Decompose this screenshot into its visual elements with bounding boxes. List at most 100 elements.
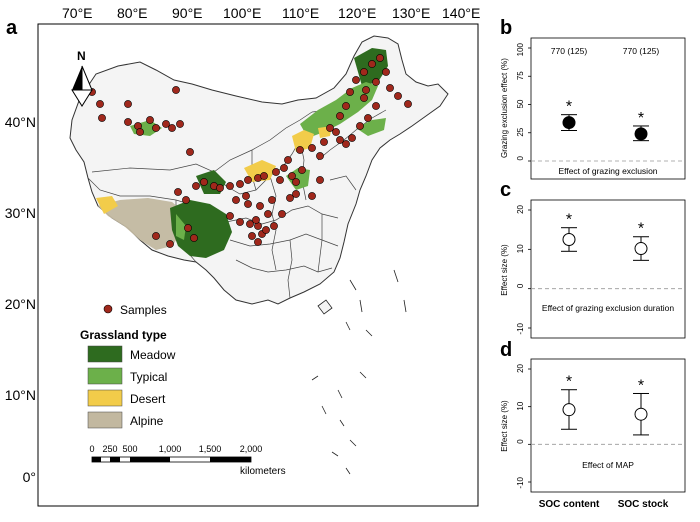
sample-point <box>288 172 296 180</box>
legend-label-desert: Desert <box>130 392 166 406</box>
sample-point <box>326 124 334 132</box>
scale-tick-500: 500 <box>122 444 137 454</box>
sample-point <box>352 76 360 84</box>
scale-unit: kilometers <box>240 466 286 477</box>
sample-point <box>244 200 252 208</box>
north-label: N <box>77 49 86 63</box>
legend-label-meadow: Meadow <box>130 348 176 362</box>
y-tick-label: 20 <box>516 363 525 372</box>
sample-point <box>176 120 184 128</box>
sample-point <box>336 112 344 120</box>
panel-label-d: d <box>500 339 512 361</box>
panel-d-title: Effect of MAP <box>582 460 634 470</box>
legend-swatch-alpine <box>87 411 123 429</box>
y-tick-label: 50 <box>516 99 525 108</box>
panel-c-title: Effect of grazing exclusion duration <box>542 303 674 313</box>
sample-point <box>372 78 380 86</box>
sample-point <box>284 156 292 164</box>
sample-points <box>88 54 412 248</box>
y-tick-label: 20 <box>516 204 525 213</box>
sample-point <box>248 232 256 240</box>
legend-label-typical: Typical <box>130 370 167 384</box>
panel-b-n-content: 770 (125) <box>551 46 588 56</box>
y-tick-label: -10 <box>516 322 525 334</box>
legend-swatch-meadow <box>87 345 123 363</box>
sample-point <box>236 180 244 188</box>
legend-swatch-typical <box>87 367 123 385</box>
panel-label-c: c <box>500 179 511 201</box>
legend-title: Grassland type <box>80 328 167 342</box>
sample-point <box>260 172 268 180</box>
effect-size-point <box>562 403 576 417</box>
panel-c-frame <box>530 199 686 339</box>
sample-point <box>386 84 394 92</box>
panel-b-title: Effect of grazing exclusion <box>558 166 657 176</box>
sample-point <box>98 114 106 122</box>
sample-point <box>174 188 182 196</box>
sample-point <box>136 128 144 136</box>
significance-marker: * <box>638 221 644 238</box>
scale-tick-2000: 2,000 <box>240 444 263 454</box>
legend-label-alpine: Alpine <box>130 414 164 428</box>
sample-point <box>232 196 240 204</box>
y-tick-label: 0 <box>516 283 525 288</box>
sample-point <box>364 114 372 122</box>
sample-point <box>308 192 316 200</box>
y-tick-label: 75 <box>516 71 525 80</box>
lat-tick-10: 10°N <box>5 387 36 403</box>
panel-b: b Grazing exclusion effect (%) Effect of… <box>500 17 686 180</box>
sample-point <box>190 234 198 242</box>
lat-tick-40: 40°N <box>5 114 36 130</box>
panel-c-ylabel: Effect size (%) <box>500 244 509 296</box>
significance-marker: * <box>566 212 572 229</box>
sample-point <box>200 178 208 186</box>
lon-tick-130: 130°E <box>392 5 430 21</box>
lat-tick-20: 20°N <box>5 296 36 312</box>
sample-point <box>272 168 280 176</box>
significance-marker: * <box>638 110 644 127</box>
sample-point <box>316 176 324 184</box>
panel-d-ylabel: Effect size (%) <box>500 400 509 452</box>
sample-point <box>348 134 356 142</box>
sample-point <box>172 86 180 94</box>
lat-tick-0: 0° <box>23 469 36 485</box>
sample-point <box>362 86 370 94</box>
lon-tick-labels: 70°E 80°E 90°E 100°E 110°E 120°E 130°E 1… <box>62 5 480 21</box>
scale-tick-0: 0 <box>89 444 94 454</box>
sample-point <box>262 226 270 234</box>
y-tick-label: -10 <box>516 476 525 488</box>
scale-tick-250: 250 <box>102 444 117 454</box>
effect-size-point <box>562 233 576 246</box>
sample-point <box>296 146 304 154</box>
sample-point <box>356 122 364 130</box>
panel-label-b: b <box>500 17 512 39</box>
sample-point <box>292 190 300 198</box>
x-category-soc-content: SOC content <box>539 499 600 510</box>
sample-point <box>244 176 252 184</box>
panel-label-a: a <box>6 17 18 39</box>
sample-point <box>256 202 264 210</box>
lon-tick-140: 140°E <box>442 5 480 21</box>
sample-point <box>264 210 272 218</box>
sample-point <box>320 138 328 146</box>
sample-point <box>316 152 324 160</box>
y-tick-label: 25 <box>516 127 525 136</box>
sample-point <box>162 120 170 128</box>
sample-point <box>236 218 244 226</box>
samples-legend-label: Samples <box>120 303 167 317</box>
y-tick-label: 100 <box>516 42 525 56</box>
grassland-alpine <box>98 198 184 250</box>
sample-point <box>308 144 316 152</box>
lat-tick-30: 30°N <box>5 205 36 221</box>
y-tick-label: 0 <box>516 155 525 160</box>
effect-size-point <box>562 116 576 130</box>
sample-point <box>252 216 260 224</box>
sample-point <box>382 68 390 76</box>
sample-point <box>96 100 104 108</box>
significance-marker: * <box>566 99 572 116</box>
sample-point <box>360 94 368 102</box>
lon-tick-70: 70°E <box>62 5 93 21</box>
scale-bar: 0 250 500 1,000 1,500 2,000 kilometers <box>89 444 285 477</box>
sample-point <box>246 220 254 228</box>
